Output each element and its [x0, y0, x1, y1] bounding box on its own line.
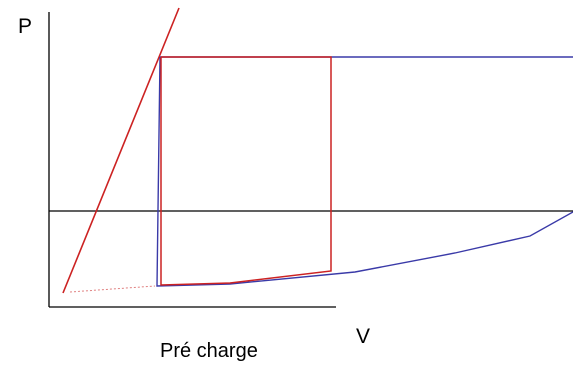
diagram-caption: Pré charge	[160, 340, 258, 362]
dotted-baseline	[69, 285, 156, 293]
red-elastance-line	[62, 7, 180, 294]
red-pv-loop	[160, 56, 332, 286]
blue-pv-loop-left	[156, 56, 573, 287]
x-axis-label: V	[356, 325, 371, 348]
y-axis-label: P	[18, 15, 33, 38]
